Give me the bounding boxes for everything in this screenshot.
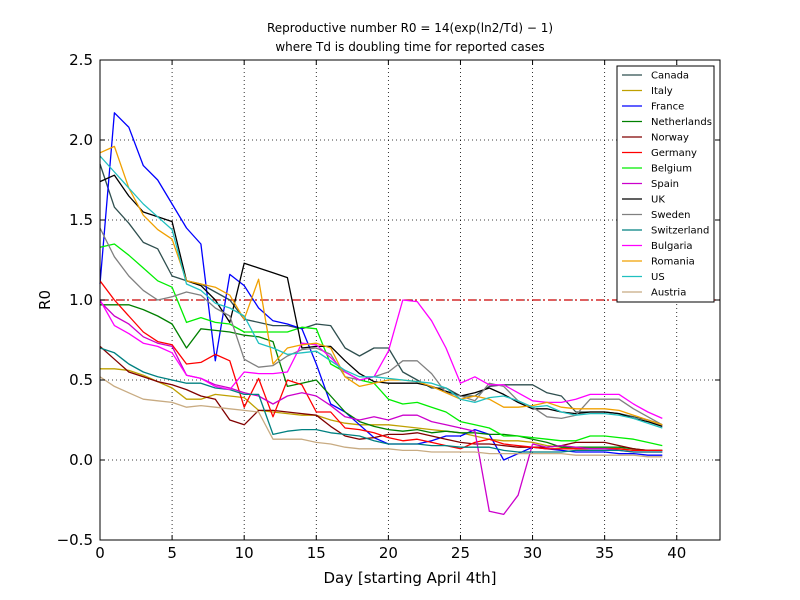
legend-label-france: France <box>651 102 684 113</box>
x-tick-label: 25 <box>451 544 470 562</box>
y-axis-label: R0 <box>36 290 54 310</box>
x-tick-label: 30 <box>523 544 542 562</box>
series-line-italy <box>100 368 663 452</box>
legend-label-us: US <box>651 272 665 283</box>
x-tick-label: 40 <box>667 544 686 562</box>
series-line-us <box>99 155 663 429</box>
legend-label-spain: Spain <box>651 179 679 190</box>
legend-label-austria: Austria <box>651 288 686 299</box>
x-tick-label: 35 <box>595 544 614 562</box>
series-line-belgium <box>99 243 663 447</box>
legend-label-romania: Romania <box>651 257 695 268</box>
y-tick-label: 2.0 <box>69 131 93 149</box>
legend-label-belgium: Belgium <box>651 164 692 175</box>
y-tick-labels: −0.5 0.0 0.5 1.0 1.5 2.0 2.5 <box>57 51 93 549</box>
series-line-romania <box>99 145 663 426</box>
x-tick-label: 20 <box>379 544 398 562</box>
legend-label-netherlands: Netherlands <box>651 117 712 128</box>
legend-label-uk: UK <box>651 195 665 206</box>
series-line-norway <box>99 345 663 452</box>
series-layer <box>99 112 663 516</box>
x-tick-label: 10 <box>235 544 254 562</box>
legend-label-norway: Norway <box>651 133 689 144</box>
x-tick-label: 0 <box>95 544 105 562</box>
legend: Canada Italy France Netherlands Norway German… <box>616 65 715 303</box>
legend-label-sweden: Sweden <box>651 210 691 221</box>
y-tick-label: −0.5 <box>57 531 93 549</box>
y-tick-label: 0.0 <box>69 451 93 469</box>
legend-label-switzerland: Switzerland <box>651 226 709 237</box>
series-line-switzerland <box>99 347 663 453</box>
series-line-germany <box>99 280 663 452</box>
legend-label-italy: Italy <box>651 86 673 97</box>
legend-label-bulgaria: Bulgaria <box>651 241 692 252</box>
legend-label-canada: Canada <box>651 71 689 82</box>
chart-title: Reproductive number R0 = 14(exp(ln2/Td) … <box>267 21 553 35</box>
series-line-uk <box>99 174 663 428</box>
x-tick-label: 15 <box>307 544 326 562</box>
y-tick-label: 1.0 <box>69 291 93 309</box>
legend-label-germany: Germany <box>651 148 697 159</box>
x-tick-label: 5 <box>167 544 177 562</box>
series-line-bulgaria <box>99 299 663 419</box>
x-axis-label: Day [starting April 4th] <box>324 569 497 587</box>
x-tick-labels: 0 5 10 15 20 25 30 35 40 <box>95 544 686 562</box>
chart-subtitle: where Td is doubling time for reported c… <box>275 40 544 54</box>
y-tick-label: 1.5 <box>69 211 93 229</box>
series-line-austria <box>99 376 663 458</box>
series-line-sweden <box>99 227 663 426</box>
y-tick-label: 2.5 <box>69 51 93 69</box>
y-tick-label: 0.5 <box>69 371 93 389</box>
series-line-netherlands <box>100 304 663 452</box>
axis-ticks <box>99 59 720 541</box>
